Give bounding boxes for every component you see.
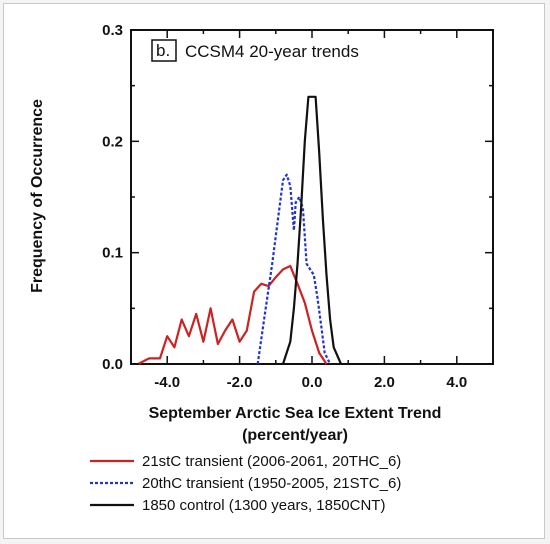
plot-border: [130, 29, 494, 365]
series-layer: [137, 95, 343, 365]
y-tick-label: 0.2: [102, 133, 123, 150]
legend-label-1: 21stC transient (2006-2061, 20THC_6): [142, 453, 401, 470]
panel-label: b.: [156, 41, 170, 60]
x-axis-label: September Arctic Sea Ice Extent Trend: [149, 405, 442, 422]
figure-frame: [3, 3, 545, 539]
y-tick-label: 0.3: [102, 22, 123, 39]
x-tick-label: 0.0: [302, 374, 323, 391]
plot-area: -4.0 -2.0 0.0 2.0 4.0 0.0 0.1 0.2 0.3: [102, 22, 494, 391]
panel-label-box: [151, 39, 177, 62]
x-tick-label: 4.0: [446, 374, 467, 391]
series-line-3: [281, 95, 343, 365]
y-axis-label: Frequency of Occurrence: [29, 99, 46, 293]
x-tick-label: 2.0: [374, 374, 395, 391]
series-line-2: [256, 173, 332, 365]
legend-label-3: 1850 control (1300 years, 1850CNT): [142, 497, 385, 514]
y-tick-label: 0.0: [102, 356, 123, 373]
series-line-1: [137, 264, 328, 365]
legend-label-2: 20thC transient (1950-2005, 21STC_6): [142, 475, 401, 492]
title-group: b. CCSM4 20-year trends: [151, 39, 359, 62]
x-tick-label: -2.0: [227, 374, 253, 391]
legend: 21stC transient (2006-2061, 20THC_6) 20th…: [90, 453, 401, 514]
x-axis-unit: (percent/year): [242, 427, 348, 444]
chart-title: CCSM4 20-year trends: [185, 42, 359, 61]
x-tick-label: -4.0: [154, 374, 180, 391]
axis-ticks: -4.0 -2.0 0.0 2.0 4.0 0.0 0.1 0.2 0.3: [102, 22, 494, 391]
y-tick-label: 0.1: [102, 245, 123, 262]
